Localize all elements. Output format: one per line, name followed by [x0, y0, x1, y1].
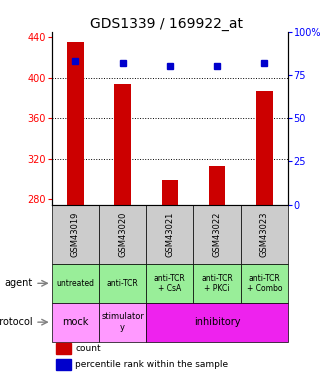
Bar [146, 303, 288, 342]
Bar [99, 264, 146, 303]
Bar [67, 42, 84, 204]
Text: mock: mock [62, 317, 89, 327]
Bar [56, 343, 71, 354]
Text: GSM43019: GSM43019 [71, 211, 80, 257]
Bar [193, 264, 241, 303]
Bar [241, 204, 288, 264]
Text: GSM43022: GSM43022 [212, 211, 222, 257]
Bar [99, 204, 146, 264]
Text: untreated: untreated [56, 279, 94, 288]
Text: GDS1339 / 169922_at: GDS1339 / 169922_at [90, 17, 243, 31]
Text: GSM43020: GSM43020 [118, 211, 127, 257]
Text: anti-TCR: anti-TCR [107, 279, 139, 288]
Bar [56, 359, 71, 370]
Bar [52, 303, 99, 342]
Bar [209, 166, 225, 204]
Text: anti-TCR
+ Combo: anti-TCR + Combo [247, 274, 282, 293]
Text: anti-TCR
+ CsA: anti-TCR + CsA [154, 274, 186, 293]
Bar [146, 204, 193, 264]
Text: inhibitory: inhibitory [194, 317, 240, 327]
Bar [114, 84, 131, 204]
Text: anti-TCR
+ PKCi: anti-TCR + PKCi [201, 274, 233, 293]
Bar [241, 264, 288, 303]
Bar [162, 180, 178, 204]
Text: GSM43023: GSM43023 [260, 211, 269, 257]
Bar [52, 204, 99, 264]
Text: percentile rank within the sample: percentile rank within the sample [75, 360, 228, 369]
Text: count: count [75, 344, 101, 353]
Bar [193, 204, 241, 264]
Text: stimulator
y: stimulator y [101, 312, 144, 332]
Bar [52, 264, 99, 303]
Text: GSM43021: GSM43021 [165, 211, 174, 257]
Bar [99, 303, 146, 342]
Bar [146, 264, 193, 303]
Bar [256, 91, 273, 204]
Text: agent: agent [4, 278, 33, 288]
Text: protocol: protocol [0, 317, 33, 327]
